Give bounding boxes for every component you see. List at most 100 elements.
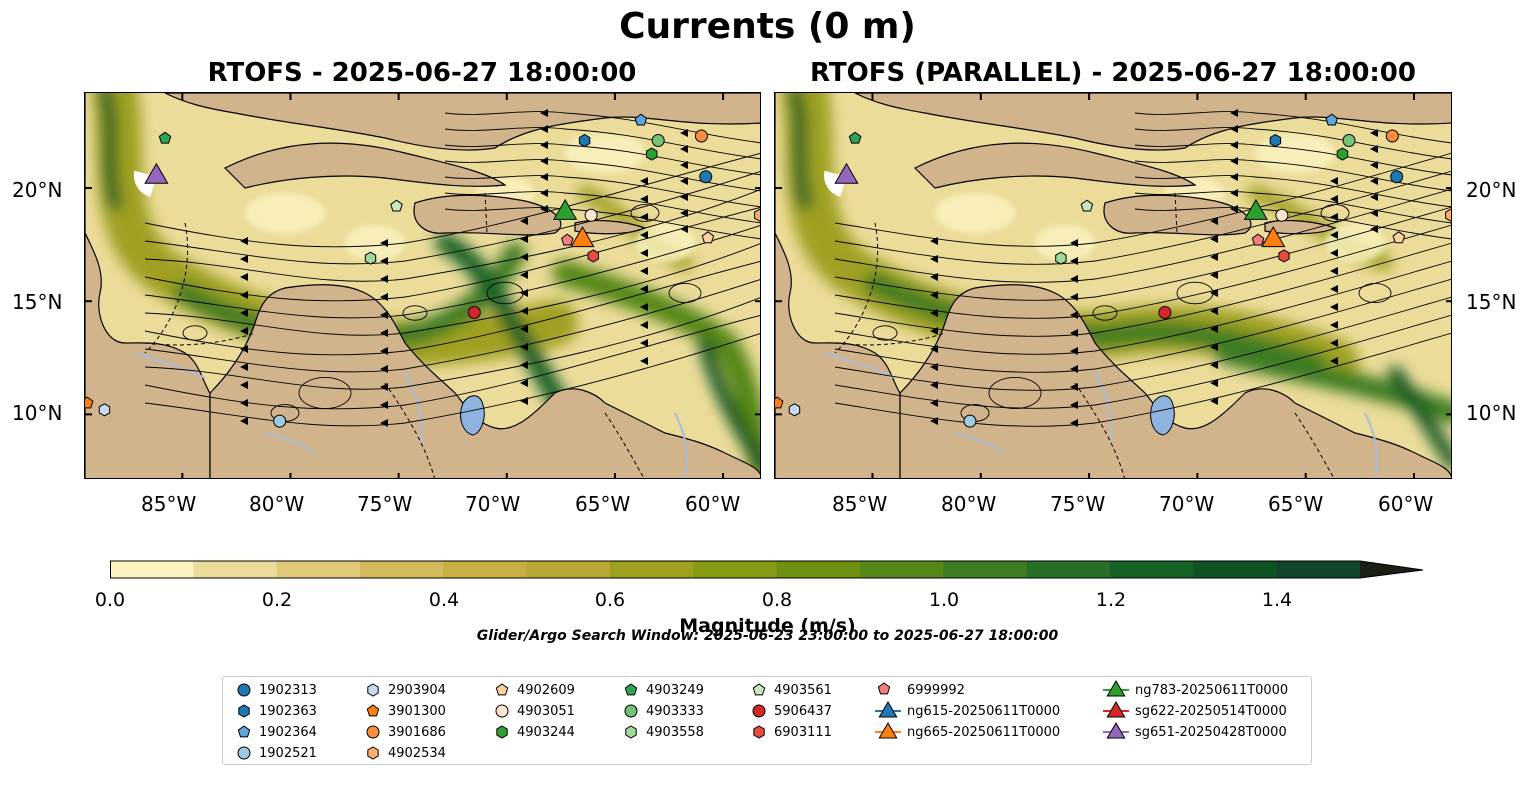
legend-marker-icon — [875, 722, 901, 739]
legend-item: 1902363 — [235, 701, 317, 721]
colorbar-tick: 0.6 — [594, 589, 626, 611]
marker-4903244 — [646, 147, 658, 161]
border-layer — [144, 192, 645, 478]
legend-marker-icon — [624, 683, 638, 696]
legend-label: 6903111 — [774, 724, 832, 740]
legend-marker — [495, 704, 509, 718]
legend-item: 6903111 — [750, 722, 832, 742]
legend-marker — [625, 725, 637, 739]
legend-item: sg651-20250428T0000 — [1103, 722, 1287, 742]
map-rtofs[interactable] — [84, 92, 761, 479]
legend-label: 4903561 — [774, 682, 832, 698]
map-rtofs-parallel-canvas — [775, 93, 1451, 478]
marker-4902534 — [1445, 208, 1451, 222]
legend-marker-icon — [367, 746, 379, 760]
legend-marker — [366, 725, 380, 739]
streamline-arrowheads — [930, 109, 1378, 427]
map-rtofs-canvas — [85, 93, 760, 478]
map-rtofs-parallel[interactable] — [774, 92, 1452, 479]
marker-3901300 — [85, 396, 94, 409]
marker-5906437 — [467, 306, 481, 320]
legend-label: 3901686 — [388, 724, 446, 740]
lat-label-left: 20°N — [12, 178, 63, 202]
marker-3901300 — [775, 396, 784, 409]
lon-label-right: 65°W — [1268, 492, 1324, 516]
legend-item: sg622-20250514T0000 — [1103, 701, 1287, 721]
marker-4903561 — [390, 199, 403, 212]
colorbar-segment — [776, 561, 861, 578]
legend-label: 4903333 — [646, 703, 704, 719]
colorbar-segment — [693, 561, 778, 578]
legend-label: ng615-20250611T0000 — [907, 703, 1061, 719]
land-layer — [85, 93, 760, 478]
streamlines — [834, 111, 1451, 427]
legend-label: 4903051 — [517, 703, 575, 719]
legend-marker — [1106, 701, 1126, 718]
legend-marker — [367, 683, 379, 697]
legend-label: ng783-20250611T0000 — [1135, 682, 1289, 698]
lon-label-left: 75°W — [357, 492, 413, 516]
river-layer — [134, 352, 688, 478]
legend-label: 4903249 — [646, 682, 704, 698]
lat-label-right: 15°N — [1466, 290, 1517, 314]
legend-marker-icon — [495, 683, 509, 696]
lon-label-left: 80°W — [249, 492, 305, 516]
marker-ng665-20250611T0000 — [570, 226, 595, 248]
legend-item: 4903333 — [622, 701, 704, 721]
marker-5906437 — [1158, 306, 1172, 320]
colorbar-tick: 1.2 — [1095, 589, 1127, 611]
marker-1902521 — [273, 414, 287, 428]
legend-marker-icon — [237, 746, 251, 760]
legend-item: 2903904 — [364, 680, 446, 700]
colorbar-segment — [1276, 561, 1361, 578]
legend-label: 2903904 — [388, 682, 446, 698]
legend-marker — [366, 704, 380, 717]
legend-marker-icon — [625, 725, 637, 739]
colorbar-segment — [1193, 561, 1278, 578]
legend-marker — [237, 683, 251, 697]
legend-label: sg651-20250428T0000 — [1135, 724, 1287, 740]
legend-marker — [496, 725, 508, 739]
marker-4903558 — [364, 251, 377, 265]
legend-label: 5906437 — [774, 703, 832, 719]
legend-marker-icon — [237, 683, 251, 697]
marker-4903249 — [158, 131, 172, 144]
lat-label-right: 20°N — [1466, 178, 1517, 202]
graticule-ticks — [775, 93, 1451, 478]
marker-6999992 — [561, 233, 574, 246]
lon-label-left: 85°W — [141, 492, 197, 516]
legend-marker — [753, 725, 765, 739]
lat-label-left: 10°N — [12, 401, 63, 425]
legend-marker — [237, 746, 251, 760]
marker-4903249 — [848, 131, 862, 144]
legend-marker-icon — [237, 725, 251, 738]
colorbar-tick: 1.0 — [928, 589, 960, 611]
legend-marker-icon — [496, 725, 508, 739]
legend-marker-icon — [624, 704, 638, 718]
marker-ng783-20250611T0000 — [1243, 198, 1268, 220]
colorbar-label: Magnitude (m/s) — [679, 615, 856, 637]
legend-marker — [752, 683, 766, 696]
marker-4903333 — [1342, 134, 1356, 148]
legend-item: 1902313 — [235, 680, 317, 700]
colorbar-tick: 0.8 — [761, 589, 793, 611]
legend-marker — [238, 704, 250, 718]
marker-ng665-20250611T0000 — [1261, 226, 1286, 248]
legend-item: 3901300 — [364, 701, 446, 721]
lake-maracaibo — [1150, 395, 1175, 436]
lat-label-right: 10°N — [1466, 401, 1517, 425]
legend-label: ng665-20250611T0000 — [907, 724, 1061, 740]
marker-1902363 — [578, 133, 591, 148]
legend-label: 6999992 — [907, 682, 965, 698]
legend-label: 1902364 — [259, 724, 317, 740]
marker-sg651-20250428T0000 — [144, 162, 169, 184]
legend-marker — [877, 682, 891, 695]
legend-label: 4902534 — [388, 745, 446, 761]
marker-6903111 — [1278, 249, 1290, 263]
colorbar-tick: 0.2 — [261, 589, 293, 611]
colorbar-extend-arrow — [1360, 561, 1423, 578]
lon-label-left: 65°W — [575, 492, 631, 516]
legend-item: ng665-20250611T0000 — [875, 722, 1060, 742]
marker-4903333 — [651, 134, 665, 148]
legend-marker — [1106, 722, 1126, 739]
